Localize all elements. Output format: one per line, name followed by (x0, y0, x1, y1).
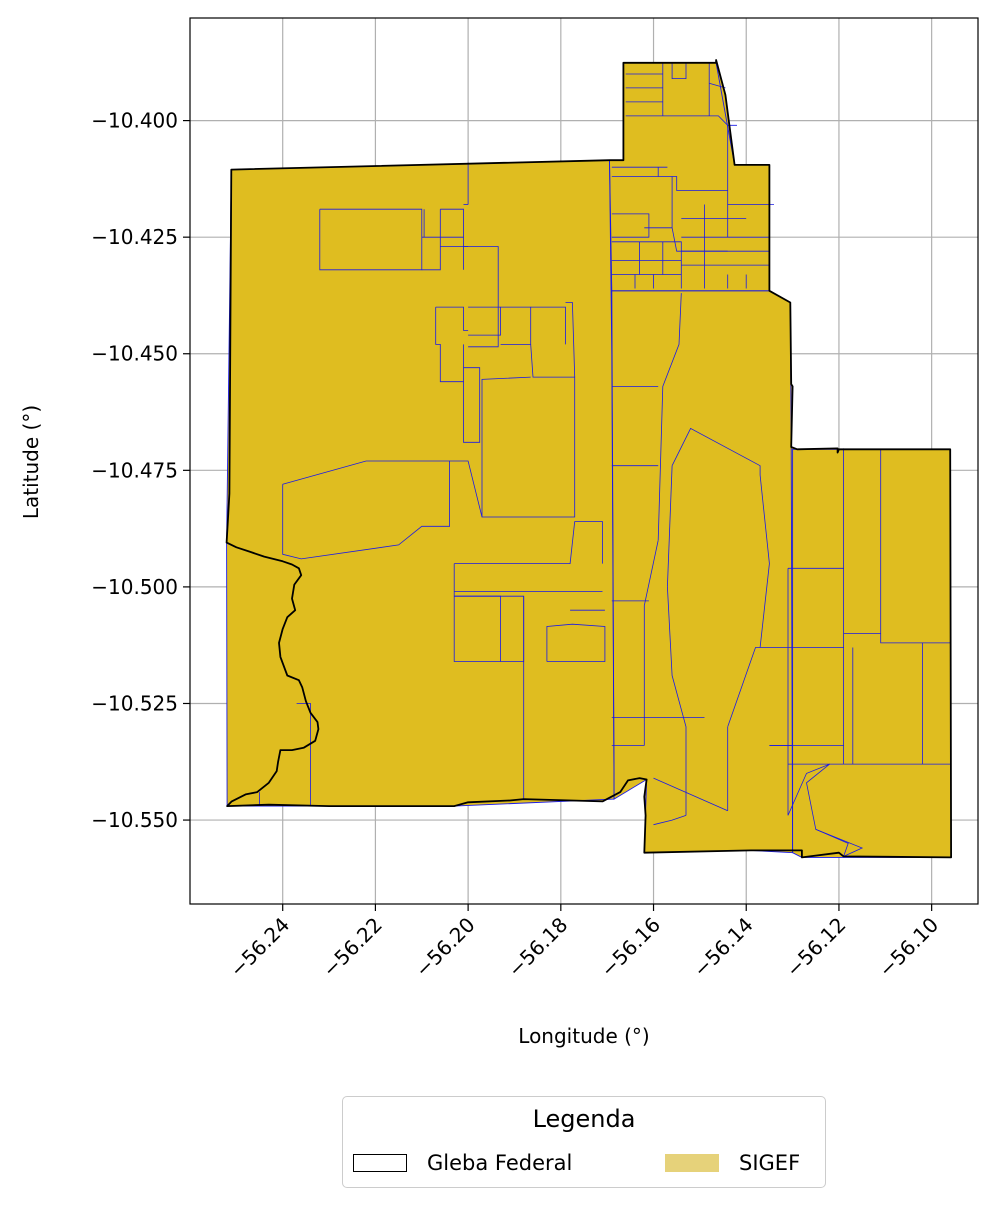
legend-swatch-sigef (665, 1154, 719, 1172)
y-axis-ticks: −10.400 −10.425 −10.450 −10.475 −10.500 −10.5… (91, 109, 190, 832)
x-tick-label-5: −56.14 (688, 913, 757, 982)
sigef-parcel-0 (226, 160, 615, 807)
y-tick-label-2: −10.450 (91, 342, 178, 366)
y-tick-label-6: −10.550 (91, 808, 178, 832)
legend-label-sigef: SIGEF (739, 1151, 801, 1175)
parcel-boundary-20 (454, 521, 603, 564)
parcel-boundary-13 (463, 367, 481, 443)
parcel-boundary-71 (653, 777, 728, 812)
sigef-parcel-3 (792, 449, 952, 858)
map-layer (225, 59, 952, 859)
parcel-boundary-41 (658, 176, 728, 191)
x-tick-label-3: −56.18 (503, 913, 572, 982)
parcel-boundary-27 (296, 703, 311, 807)
parcel-boundary-18 (282, 460, 451, 560)
y-tick-label-4: −10.500 (91, 575, 178, 599)
x-tick-label-0: −56.24 (225, 913, 294, 982)
x-tick-label-7: −56.10 (874, 913, 943, 982)
axes-frame (189, 17, 979, 905)
x-axis-label: Longitude (°) (518, 1024, 649, 1048)
parcel-boundary-84 (815, 829, 864, 857)
parcel-boundary-70 (653, 815, 687, 826)
legend-title: Legenda (532, 1105, 636, 1133)
parcel-boundary-44 (611, 241, 682, 275)
legend: Legenda Gleba Federal SIGEF (342, 1096, 826, 1188)
parcel-boundary-77 (880, 449, 951, 644)
parcel-boundary-12 (435, 307, 464, 383)
gleba-federal-boundary (225, 59, 952, 859)
y-tick-label-1: −10.425 (91, 225, 178, 249)
sigef-parcel-1 (609, 62, 770, 291)
parcel-boundary-19 (449, 460, 483, 518)
x-tick-label-6: −56.12 (781, 913, 850, 982)
x-tick-label-2: −56.20 (410, 913, 479, 982)
y-tick-label-0: −10.400 (91, 109, 178, 133)
parcel-boundary-37 (671, 62, 687, 79)
parcel-boundary-17 (565, 302, 576, 378)
parcel-boundary-16 (481, 344, 576, 518)
parcel-boundary-30 (611, 213, 650, 238)
parcel-boundary-14 (500, 306, 532, 345)
parcel-boundary-68 (667, 465, 673, 587)
parcel-boundary-74 (759, 474, 770, 648)
parcel-boundary-15 (530, 306, 566, 345)
parcel-boundary-2 (421, 209, 441, 271)
parcel-boundary-63 (643, 540, 659, 718)
legend-label-gleba-federal: Gleba Federal (427, 1151, 573, 1175)
x-axis-ticks: −56.24 −56.22 −56.20 −56.18 −56.16 −56.14 −56.… (225, 904, 943, 982)
parcel-boundary-11 (435, 306, 469, 331)
sigef-parcel-2 (611, 290, 793, 853)
y-tick-label-5: −10.525 (91, 691, 178, 715)
parcel-boundary-59 (657, 293, 682, 541)
x-tick-label-1: −56.22 (318, 913, 387, 982)
parcel-boundary-25 (546, 623, 606, 662)
parcel-boundary-9 (463, 246, 499, 348)
parcel-boundary-31 (625, 115, 737, 126)
legend-swatch-gleba-federal (353, 1154, 407, 1172)
x-tick-label-4: −56.16 (596, 913, 665, 982)
parcel-boundary-67 (671, 427, 761, 475)
parcel-boundary-10 (468, 306, 502, 336)
y-tick-label-3: −10.475 (91, 458, 178, 482)
parcel-boundary-69 (667, 586, 687, 816)
parcel-boundary-1 (440, 208, 464, 270)
y-axis-label: Latitude (°) (19, 405, 43, 519)
